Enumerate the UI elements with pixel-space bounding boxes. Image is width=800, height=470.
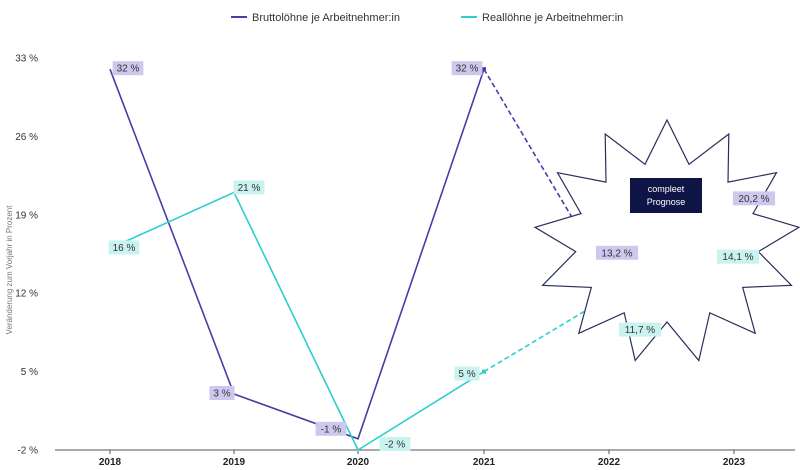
data-point [482,67,486,72]
data-label: 32 % [456,64,479,75]
data-label-bg [451,61,483,76]
data-label: 20,2 % [738,194,769,205]
data-label: 11,7 % [625,325,655,336]
data-label-bg [595,245,639,260]
data-label: 32 % [117,64,140,75]
data-label-bg [379,437,411,451]
data-label: 5 % [458,369,475,380]
legend: Bruttolöhne je Arbeitnehmer:in Reallöhne… [231,12,623,24]
x-tick-label: 2018 [99,457,122,468]
data-label-bg [233,180,265,195]
x-tick-label: 2019 [223,457,246,468]
y-tick-label: -2 % [17,446,38,457]
y-tick-label: 12 % [15,289,38,300]
data-label: -1 % [321,424,342,435]
forecast-note-box [630,178,702,213]
legend-label-realloehne: Reallöhne je Arbeitnehmer:in [482,12,623,24]
y-axis-ticks: -2 % 5 % 12 % 19 % 26 % 33 % [15,54,38,457]
data-label-bg [315,421,347,436]
x-tick-label: 2022 [598,457,621,468]
x-axis-ticks: 2018 2019 2020 2021 2022 2023 [99,450,746,468]
data-labels-layer: 32 % 3 % -1 % 32 % 13,2 % 20,2 % 16 % 21 % -2 % 5… [108,61,776,451]
forecast-starburst [533,118,800,362]
x-tick-label: 2021 [473,457,496,468]
data-label-bg [209,386,235,400]
data-label: 13,2 % [601,248,632,259]
y-tick-label: 5 % [21,367,38,378]
data-label-bg [112,61,144,76]
data-label: -2 % [385,440,406,451]
forecast-note-line1: compleet [648,184,685,194]
data-label-bg [618,322,662,337]
data-label: 16 % [113,243,136,254]
data-point [482,369,486,374]
x-tick-label: 2023 [723,457,746,468]
series-line-actual-1 [109,191,485,452]
forecast-annotation: compleet Prognose [533,118,800,362]
data-label-bg [732,191,776,206]
data-label-bg [108,240,140,255]
data-label-bg [454,366,480,381]
y-tick-label: 33 % [15,54,38,65]
data-label: 21 % [238,183,261,194]
data-label: 3 % [213,389,230,400]
x-tick-label: 2020 [347,457,370,468]
y-tick-label: 19 % [15,210,38,221]
data-label-bg [716,249,760,264]
series-line-actual-0 [109,68,485,440]
legend-label-bruttoloehne: Bruttolöhne je Arbeitnehmer:in [252,12,400,24]
data-label: 14,1 % [722,252,753,263]
y-axis-label: Veränderung zum Vorjahr in Prozent [5,205,14,335]
forecast-note-line2: Prognose [647,197,686,207]
y-tick-label: 26 % [15,132,38,143]
